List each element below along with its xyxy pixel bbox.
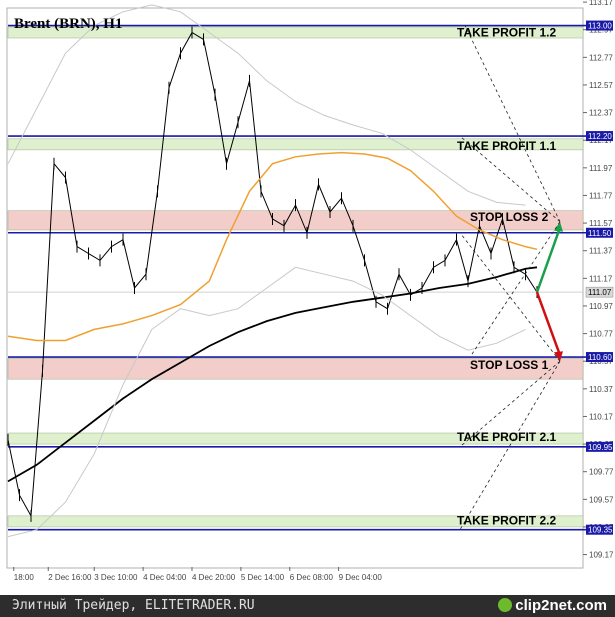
price-tag-label: 111.50 [588,229,612,238]
price-tag-label: 112.20 [588,132,612,141]
price-tag-label: 113.00 [588,22,612,31]
y-tick-label: 110.17 [589,412,613,421]
down-arrow-head [554,351,563,362]
level-label: TAKE PROFIT 2.2 [457,514,556,528]
up-arrow-shaft [535,227,562,293]
y-tick-label: 111.37 [589,247,613,256]
series-ma-long [7,266,538,483]
chart-background [0,0,615,595]
y-tick-label: 111.17 [589,274,613,283]
projection-line-1 [459,135,561,223]
up-arrow-head [554,221,563,232]
footer-credit: Элитный Трейдер, ELITETRADER.RU [12,598,255,613]
projection-line-4 [459,360,561,448]
price-tag [586,352,613,363]
price-tag [586,20,613,31]
level-zone-1 [7,138,584,151]
y-tick-label: 111.77 [589,191,613,200]
brent-chart: TAKE PROFIT 1.2 TAKE PROFIT 1.1 STOP LOSS … [0,0,615,595]
y-tick-label: 110.77 [589,330,613,339]
chart-title: Brent (BRN), H1 [14,16,122,32]
plot-frame [6,7,584,569]
price-series [7,4,538,538]
forecast-arrows [459,25,563,530]
level-label: TAKE PROFIT 1.2 [457,26,556,40]
price-tag [586,441,613,452]
y-tick-label: 111.57 [589,219,613,228]
x-tick-label: 4 Dec 20:00 [192,573,236,582]
series-ma-short [7,151,538,342]
x-tick-label: 3 Dec 10:00 [94,573,138,582]
x-tick-label: 4 Dec 04:00 [143,573,187,582]
x-tick-label: 9 Dec 04:00 [339,573,383,582]
price-tag-label: 109.35 [588,526,613,535]
price-tag [586,524,613,535]
level-zone-0 [7,26,584,39]
price-tag [586,227,613,238]
level-zone-3 [7,358,584,380]
down-arrow-shaft [535,291,562,356]
projection-line-5 [459,360,561,530]
brand-logo[interactable]: clip2net.com [498,597,607,614]
x-tick-label: 6 Dec 08:00 [290,573,334,582]
x-tick-label: 18:00 [14,573,35,582]
y-tick-label: 112.57 [589,81,613,90]
y-tick-label: 113.17 [589,0,613,7]
level-zone-5 [7,515,584,528]
projection-line-0 [464,25,561,222]
footer-bar: Элитный Трейдер, ELITETRADER.RU clip2net… [0,595,615,617]
y-tick-label: 111.97 [589,164,613,173]
level-labels: TAKE PROFIT 1.2 TAKE PROFIT 1.1 STOP LOSS … [457,26,556,528]
current-price-tag [585,286,614,298]
current-price-label: 111.07 [588,288,612,297]
clip-icon [498,598,513,612]
level-label: TAKE PROFIT 1.1 [457,139,556,153]
level-label: TAKE PROFIT 2.1 [457,430,556,444]
y-tick-label: 110.37 [589,385,613,394]
price-tag-label: 109.95 [588,443,613,452]
y-tick-label: 109.77 [589,468,614,477]
x-tick-label: 5 Dec 14:00 [241,573,285,582]
price-tag-label: 110.60 [588,353,612,362]
brand-text: clip2net.com [515,597,607,614]
level-lines [8,24,611,531]
y-tick-label: 110.97 [589,302,613,311]
series-band-upper [7,4,526,206]
y-tick-label: 109.57 [589,495,614,504]
y-tick-label: 109.17 [589,551,614,560]
series-band-lower [7,266,526,538]
level-label: STOP LOSS 1 [470,358,549,372]
y-axis: 113.17112.97112.77112.57112.37112.17111.… [583,0,614,560]
y-tick-label: 112.37 [589,109,613,118]
level-label: STOP LOSS 2 [470,210,549,224]
x-axis: 18:00 2 Dec 16:00 3 Dec 10:00 4 Dec 04:00 4 … [13,567,383,582]
x-tick-label: 2 Dec 16:00 [48,573,92,582]
y-tick-label: 112.77 [589,53,613,62]
price-tag [586,131,613,142]
